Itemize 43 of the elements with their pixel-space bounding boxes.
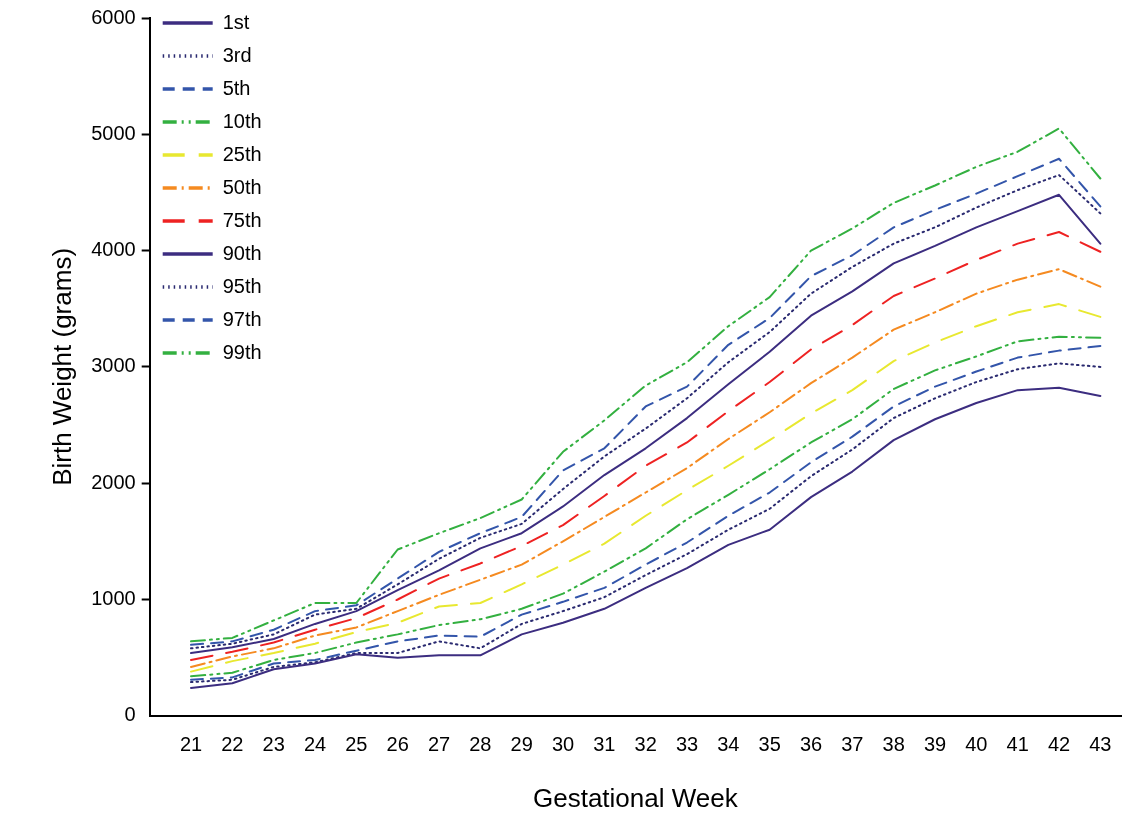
x-tick-label: 24 bbox=[303, 733, 327, 756]
x-tick-label: 32 bbox=[634, 733, 657, 756]
x-tick-label: 21 bbox=[179, 733, 203, 756]
x-tick-label: 41 bbox=[1006, 733, 1029, 756]
x-tick-label: 33 bbox=[675, 733, 699, 756]
x-tick-label: 34 bbox=[717, 733, 740, 756]
x-tick-label: 23 bbox=[262, 733, 285, 756]
x-tick-label: 35 bbox=[758, 733, 781, 756]
x-tick-label: 39 bbox=[923, 733, 947, 756]
x-tick-label: 40 bbox=[965, 733, 988, 756]
legend-label: 25th bbox=[222, 142, 262, 165]
x-tick-label: 26 bbox=[386, 733, 409, 756]
x-tick-label: 30 bbox=[551, 733, 575, 756]
x-tick-label: 28 bbox=[469, 733, 492, 756]
x-tick-label: 38 bbox=[882, 733, 905, 756]
legend-label: 97th bbox=[222, 307, 262, 330]
legend-label: 1st bbox=[222, 10, 250, 33]
y-tick-label: 2000 bbox=[91, 470, 136, 493]
legend-label: 75th bbox=[222, 208, 262, 231]
x-tick-label: 31 bbox=[593, 733, 616, 756]
x-axis-title: Gestational Week bbox=[532, 782, 739, 813]
legend-label: 10th bbox=[222, 109, 262, 132]
legend-label: 90th bbox=[222, 241, 262, 264]
legend-label: 99th bbox=[222, 340, 262, 363]
x-tick-label: 43 bbox=[1089, 733, 1112, 756]
y-tick-label: 5000 bbox=[91, 121, 136, 144]
x-tick-label: 29 bbox=[510, 733, 533, 756]
y-tick-label: 3000 bbox=[91, 354, 136, 377]
x-tick-label: 22 bbox=[221, 733, 244, 756]
x-tick-label: 42 bbox=[1047, 733, 1071, 756]
y-axis-title: Birth Weight (grams) bbox=[46, 247, 77, 486]
legend-label: 3rd bbox=[222, 43, 252, 66]
x-tick-label: 37 bbox=[841, 733, 864, 756]
legend-label: 95th bbox=[222, 274, 262, 297]
legend-label: 5th bbox=[222, 76, 251, 99]
x-tick-label: 27 bbox=[427, 733, 451, 756]
x-tick-label: 25 bbox=[345, 733, 368, 756]
y-tick-label: 0 bbox=[124, 703, 136, 726]
y-tick-label: 6000 bbox=[91, 5, 136, 28]
y-tick-label: 4000 bbox=[91, 238, 136, 261]
x-tick-label: 36 bbox=[799, 733, 823, 756]
y-tick-label: 1000 bbox=[91, 587, 136, 610]
legend-label: 50th bbox=[222, 175, 262, 198]
